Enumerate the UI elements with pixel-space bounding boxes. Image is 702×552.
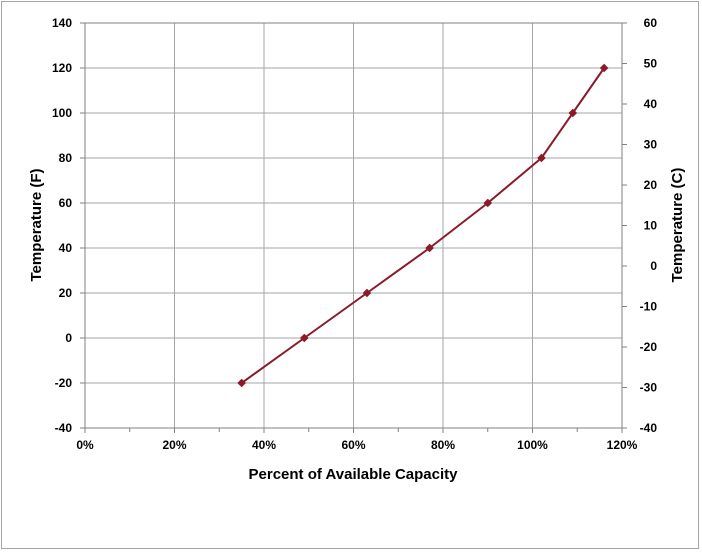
x-tick-label: 40% — [252, 438, 276, 452]
data-point-marker — [568, 108, 578, 118]
y-tick-label: 120 — [52, 61, 72, 75]
data-point-marker — [599, 63, 609, 73]
gridlines — [85, 23, 622, 428]
data-point-marker — [299, 333, 309, 343]
data-point-marker — [425, 243, 434, 253]
y2-tick-label: 40 — [644, 97, 658, 111]
y2-axis-ticks: -40 -30 -20 -10 0 10 20 30 40 50 60 — [622, 16, 657, 435]
y-axis-title: Temperature (F) — [28, 168, 45, 281]
data-point-marker — [537, 153, 546, 163]
data-point-marker — [362, 288, 372, 298]
y2-tick-label: 20 — [644, 178, 658, 192]
y-tick-label: 60 — [59, 196, 73, 210]
y-tick-label: 40 — [59, 241, 73, 255]
data-point-marker — [483, 198, 493, 208]
y2-tick-label: -30 — [640, 381, 658, 395]
y-tick-label: -40 — [55, 421, 73, 435]
y2-tick-label: 10 — [644, 219, 658, 233]
y-tick-label: 100 — [52, 106, 72, 120]
y-tick-label: 0 — [65, 331, 72, 345]
y-tick-label: 20 — [59, 286, 73, 300]
x-axis-title: Percent of Available Capacity — [249, 466, 459, 483]
series-line — [241, 67, 605, 384]
x-tick-label: 120% — [607, 438, 638, 452]
y-tick-label: -20 — [55, 376, 73, 390]
x-tick-label: 80% — [431, 438, 455, 452]
y-axis-ticks: -40 -20 0 20 40 60 80 100 120 140 — [52, 16, 85, 435]
y2-tick-label: -20 — [640, 340, 658, 354]
x-tick-label: 20% — [162, 438, 186, 452]
y2-axis-title: Temperature (C) — [669, 168, 686, 283]
y2-tick-label: -10 — [640, 300, 658, 314]
x-tick-label: 100% — [517, 438, 548, 452]
y2-tick-label: 30 — [644, 138, 658, 152]
series-group — [237, 63, 609, 388]
y2-tick-label: 60 — [644, 16, 658, 30]
y2-tick-label: 0 — [650, 259, 657, 273]
data-point-marker — [237, 378, 246, 388]
y2-tick-label: -40 — [640, 421, 658, 435]
y-tick-label: 140 — [52, 16, 72, 30]
x-tick-label: 60% — [341, 438, 365, 452]
y-tick-label: 80 — [59, 151, 73, 165]
x-tick-label: 0% — [76, 438, 94, 452]
x-axis-ticks: 0% 20% 40% 60% 80% 100% 120% — [76, 428, 638, 452]
y2-tick-label: 50 — [644, 57, 658, 71]
